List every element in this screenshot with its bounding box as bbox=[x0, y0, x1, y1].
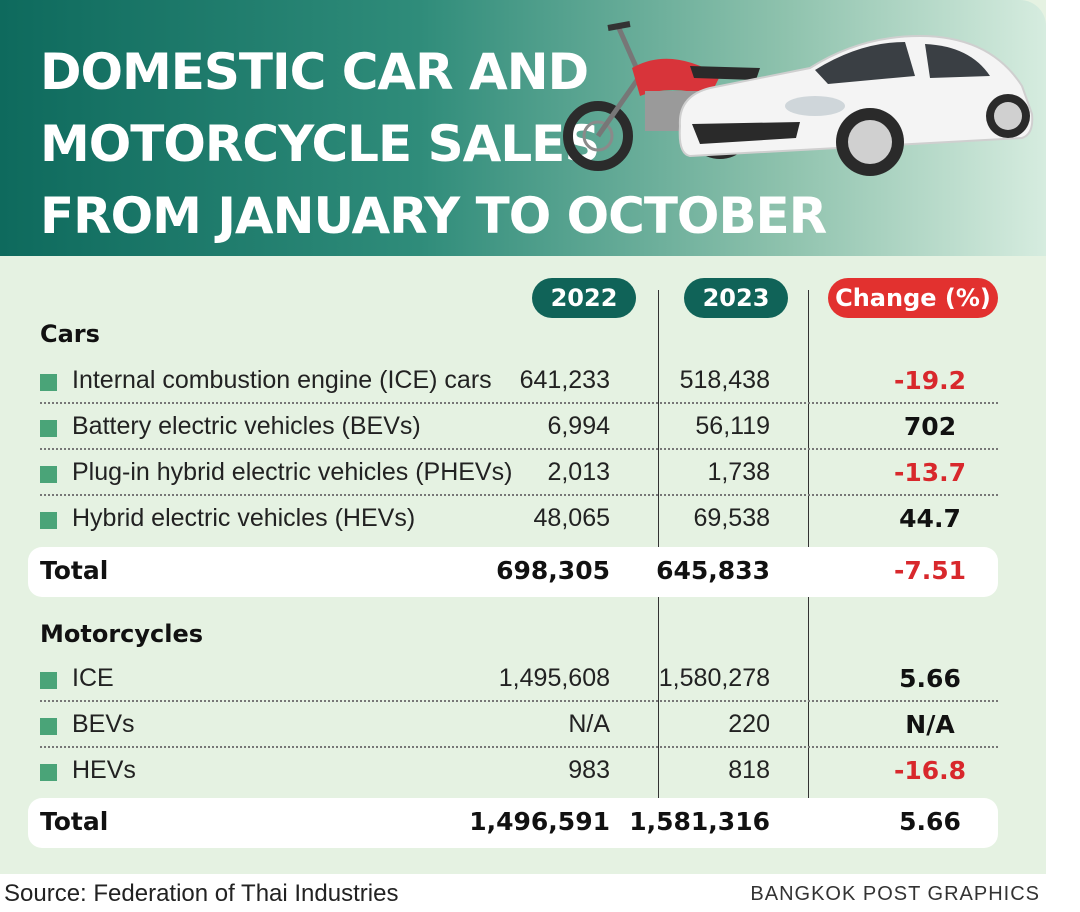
graphics-credit: BANGKOK POST GRAPHICS bbox=[750, 883, 1040, 905]
table-row: HEVs 983 818 -16.8 bbox=[40, 752, 998, 792]
value-2023: 1,580,278 bbox=[658, 664, 770, 692]
value-2022: N/A bbox=[568, 710, 610, 738]
total-value-2023: 1,581,316 bbox=[629, 807, 770, 836]
value-2023: 220 bbox=[728, 710, 770, 738]
source-note: Source: Federation of Thai Industries bbox=[4, 880, 399, 907]
bullet-square-icon bbox=[40, 374, 57, 391]
value-2022: 641,233 bbox=[519, 366, 610, 394]
bullet-square-icon bbox=[40, 764, 57, 781]
column-header-2022: 2022 bbox=[532, 278, 636, 318]
title-line-2: MOTORCYCLE SALES bbox=[40, 115, 600, 173]
value-change: -13.7 bbox=[893, 458, 967, 487]
row-label: HEVs bbox=[72, 756, 136, 784]
infographic-card: DOMESTIC CAR AND MOTORCYCLE SALES FROM J… bbox=[0, 0, 1046, 874]
row-label: Hybrid electric vehicles (HEVs) bbox=[72, 504, 416, 532]
value-2023: 56,119 bbox=[695, 412, 770, 440]
row-label: Battery electric vehicles (BEVs) bbox=[72, 412, 421, 440]
value-2023: 518,438 bbox=[679, 366, 770, 394]
column-header-change: Change (%) bbox=[828, 278, 998, 318]
infographic-title: DOMESTIC CAR AND MOTORCYCLE SALES FROM J… bbox=[40, 36, 827, 252]
table-row: ICE 1,495,608 1,580,278 5.66 bbox=[40, 660, 998, 702]
vehicles-illustration bbox=[563, 21, 1034, 176]
total-label: Total bbox=[40, 807, 109, 836]
value-2022: 6,994 bbox=[547, 412, 610, 440]
table-row: Plug-in hybrid electric vehicles (PHEVs)… bbox=[40, 454, 998, 496]
value-2022: 48,065 bbox=[533, 504, 610, 532]
total-value-change: -7.51 bbox=[893, 556, 967, 585]
value-change: -19.2 bbox=[893, 366, 967, 395]
bullet-square-icon bbox=[40, 512, 57, 529]
table-row: Hybrid electric vehicles (HEVs) 48,065 6… bbox=[40, 500, 998, 540]
header-banner: DOMESTIC CAR AND MOTORCYCLE SALES FROM J… bbox=[0, 0, 1046, 256]
total-value-2022: 698,305 bbox=[496, 556, 610, 585]
value-change: 5.66 bbox=[899, 664, 961, 693]
car-illustration bbox=[678, 34, 1034, 176]
total-row-cars: Total 698,305 645,833 -7.51 bbox=[28, 547, 998, 597]
row-label: BEVs bbox=[72, 710, 135, 738]
value-change: -16.8 bbox=[893, 756, 967, 785]
value-2023: 818 bbox=[728, 756, 770, 784]
value-2023: 69,538 bbox=[693, 504, 770, 532]
table-row: Internal combustion engine (ICE) cars 64… bbox=[40, 362, 998, 404]
value-change: 702 bbox=[903, 412, 957, 441]
bullet-square-icon bbox=[40, 672, 57, 689]
value-change: N/A bbox=[905, 710, 955, 739]
total-value-2022: 1,496,591 bbox=[469, 807, 610, 836]
value-change: 44.7 bbox=[899, 504, 961, 533]
total-label: Total bbox=[40, 556, 109, 585]
row-label: ICE bbox=[72, 664, 114, 692]
total-row-motorcycles: Total 1,496,591 1,581,316 5.66 bbox=[28, 798, 998, 848]
section-title-cars: Cars bbox=[40, 320, 100, 348]
value-2022: 2,013 bbox=[547, 458, 610, 486]
table-row: BEVs N/A 220 N/A bbox=[40, 706, 998, 748]
value-2022: 983 bbox=[568, 756, 610, 784]
row-label: Plug-in hybrid electric vehicles (PHEVs) bbox=[72, 458, 513, 486]
title-line-3: FROM JANUARY TO OCTOBER bbox=[40, 187, 827, 245]
value-2022: 1,495,608 bbox=[498, 664, 610, 692]
title-line-1: DOMESTIC CAR AND bbox=[40, 43, 589, 101]
bullet-square-icon bbox=[40, 466, 57, 483]
bullet-square-icon bbox=[40, 420, 57, 437]
value-2023: 1,738 bbox=[707, 458, 770, 486]
total-value-2023: 645,833 bbox=[656, 556, 770, 585]
column-header-2023: 2023 bbox=[684, 278, 788, 318]
section-title-motorcycles: Motorcycles bbox=[40, 620, 204, 648]
bullet-square-icon bbox=[40, 718, 57, 735]
total-value-change: 5.66 bbox=[899, 807, 961, 836]
table-row: Battery electric vehicles (BEVs) 6,994 5… bbox=[40, 408, 998, 450]
row-label: Internal combustion engine (ICE) cars bbox=[72, 366, 492, 394]
